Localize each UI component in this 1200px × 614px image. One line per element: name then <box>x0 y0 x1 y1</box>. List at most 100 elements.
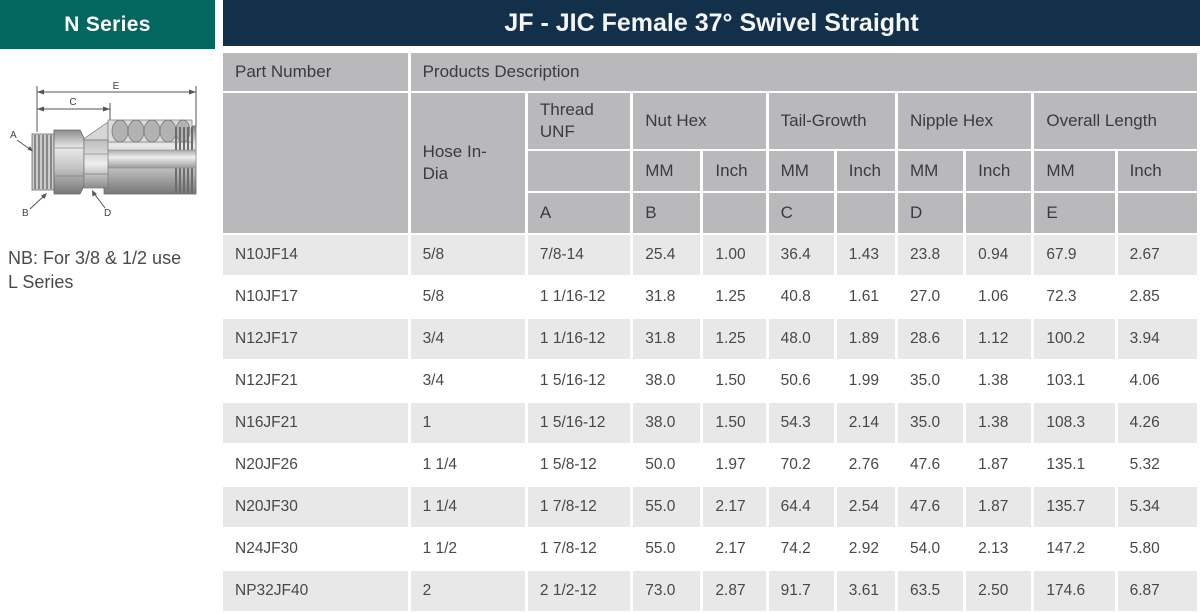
header-row-units: MM Inch MM Inch MM Inch MM Inch <box>223 151 1197 191</box>
cell-nut-mm: 55.0 <box>633 529 701 569</box>
cell-thread: 1 5/16-12 <box>527 361 631 401</box>
cell-nut-inch: 1.00 <box>703 235 766 275</box>
cell-nipple-mm: 63.5 <box>897 571 964 611</box>
dimension-label-d: D <box>104 208 111 219</box>
unit-header-nut-mm: MM <box>633 151 701 191</box>
thread-unf-spacer-cell <box>527 151 631 191</box>
hose-in-dia-label: Hose In-Dia <box>422 141 487 183</box>
cell-part-number: N20JF26 <box>223 445 408 485</box>
cell-nipple-inch: 2.13 <box>966 529 1032 569</box>
cell-tail-inch: 2.76 <box>836 445 895 485</box>
cell-tail-mm: 40.8 <box>768 277 834 317</box>
cell-hose-dia: 3/4 <box>410 319 525 359</box>
cell-nipple-inch: 0.94 <box>966 235 1032 275</box>
cell-oal-mm: 72.3 <box>1034 277 1115 317</box>
group-header-tail-growth: Tail-Growth <box>768 93 895 149</box>
cell-hose-dia: 3/4 <box>410 361 525 401</box>
cell-oal-mm: 100.2 <box>1034 319 1115 359</box>
page-title: JF - JIC Female 37° Swivel Straight <box>223 0 1200 46</box>
cell-oal-inch: 3.94 <box>1117 319 1197 359</box>
cell-hose-dia: 1 <box>410 403 525 443</box>
cell-part-number: N10JF14 <box>223 235 408 275</box>
cell-nipple-mm: 47.6 <box>897 445 964 485</box>
cell-oal-mm: 135.7 <box>1034 487 1115 527</box>
unit-header-oal-mm: MM <box>1034 151 1115 191</box>
cell-tail-mm: 50.6 <box>768 361 834 401</box>
series-badge: N Series <box>0 0 215 49</box>
cell-part-number: N20JF30 <box>223 487 408 527</box>
cell-nut-inch: 1.97 <box>703 445 766 485</box>
cell-nut-inch: 1.50 <box>703 403 766 443</box>
cell-oal-inch: 4.06 <box>1117 361 1197 401</box>
cell-nut-mm: 31.8 <box>633 319 701 359</box>
cell-nut-mm: 55.0 <box>633 487 701 527</box>
cell-nut-inch: 1.25 <box>703 277 766 317</box>
cell-oal-inch: 5.80 <box>1117 529 1197 569</box>
cell-thread: 1 5/16-12 <box>527 403 631 443</box>
nut-hex <box>53 129 85 195</box>
cell-nut-mm: 31.8 <box>633 277 701 317</box>
cell-nut-inch: 2.87 <box>703 571 766 611</box>
cell-tail-inch: 1.61 <box>836 277 895 317</box>
col-header-part-number: Part Number <box>223 53 408 91</box>
cell-oal-mm: 135.1 <box>1034 445 1115 485</box>
dim-spacer-cell <box>966 193 1032 233</box>
dim-letter-d-cell: D <box>897 193 964 233</box>
cell-nut-mm: 73.0 <box>633 571 701 611</box>
table-row: N20JF26 1 1/4 1 5/8-12 50.0 1.97 70.2 2.… <box>223 445 1197 485</box>
cell-tail-mm: 64.4 <box>768 487 834 527</box>
cell-thread: 2 1/2-12 <box>527 571 631 611</box>
dimension-label-e: E <box>113 82 120 92</box>
cell-part-number: N12JF17 <box>223 319 408 359</box>
cell-tail-mm: 48.0 <box>768 319 834 359</box>
group-header-nut-hex: Nut Hex <box>633 93 766 149</box>
cell-thread: 7/8-14 <box>527 235 631 275</box>
unit-header-nipple-mm: MM <box>897 151 964 191</box>
cell-nipple-mm: 27.0 <box>897 277 964 317</box>
dimension-label-a: A <box>10 130 17 141</box>
cell-tail-mm: 54.3 <box>768 403 834 443</box>
table-row: N10JF17 5/8 1 1/16-12 31.8 1.25 40.8 1.6… <box>223 277 1197 317</box>
series-note-line1: NB: For 3/8 & 1/2 use <box>8 248 182 268</box>
cell-nut-inch: 1.50 <box>703 361 766 401</box>
table-row: N20JF30 1 1/4 1 7/8-12 55.0 2.17 64.4 2.… <box>223 487 1197 527</box>
cell-nipple-inch: 1.38 <box>966 403 1032 443</box>
cell-part-number: NP32JF40 <box>223 571 408 611</box>
cell-tail-inch: 2.14 <box>836 403 895 443</box>
cell-oal-inch: 4.26 <box>1117 403 1197 443</box>
cell-nipple-mm: 28.6 <box>897 319 964 359</box>
series-note: NB: For 3/8 & 1/2 use L Series <box>8 246 218 295</box>
cell-hose-dia: 2 <box>410 571 525 611</box>
cell-tail-inch: 3.61 <box>836 571 895 611</box>
cell-tail-inch: 2.92 <box>836 529 895 569</box>
cell-tail-inch: 1.43 <box>836 235 895 275</box>
cell-nipple-mm: 23.8 <box>897 235 964 275</box>
cell-nipple-mm: 35.0 <box>897 403 964 443</box>
cell-tail-mm: 70.2 <box>768 445 834 485</box>
fitting-drawing-svg: E C <box>10 81 197 219</box>
cell-thread: 1 5/8-12 <box>527 445 631 485</box>
cell-nipple-inch: 2.50 <box>966 571 1032 611</box>
cell-tail-mm: 91.7 <box>768 571 834 611</box>
cell-nipple-mm: 35.0 <box>897 361 964 401</box>
cell-nipple-inch: 1.87 <box>966 445 1032 485</box>
cell-oal-inch: 5.34 <box>1117 487 1197 527</box>
cell-tail-mm: 74.2 <box>768 529 834 569</box>
unit-header-oal-inch: Inch <box>1117 151 1197 191</box>
header-row-2: Hose In-Dia Thread UNF Nut Hex Tail-Grow… <box>223 93 1197 233</box>
cell-thread: 1 7/8-12 <box>527 487 631 527</box>
dim-spacer-cell <box>836 193 895 233</box>
header-row-dim-letters: A B C D E <box>223 193 1197 233</box>
series-note-line2: L Series <box>8 272 74 293</box>
unit-header-tail-inch: Inch <box>836 151 895 191</box>
cell-oal-mm: 103.1 <box>1034 361 1115 401</box>
cell-nut-inch: 2.17 <box>703 529 766 569</box>
col-header-products-description: Products Description <box>410 53 1197 91</box>
dimension-label-c: C <box>69 97 76 108</box>
cell-part-number: N10JF17 <box>223 277 408 317</box>
dim-spacer-cell <box>703 193 766 233</box>
cell-part-number: N12JF21 <box>223 361 408 401</box>
dim-letter-b-cell: B <box>633 193 701 233</box>
dim-letter-a-cell: A <box>527 193 631 233</box>
cell-nipple-mm: 47.6 <box>897 487 964 527</box>
